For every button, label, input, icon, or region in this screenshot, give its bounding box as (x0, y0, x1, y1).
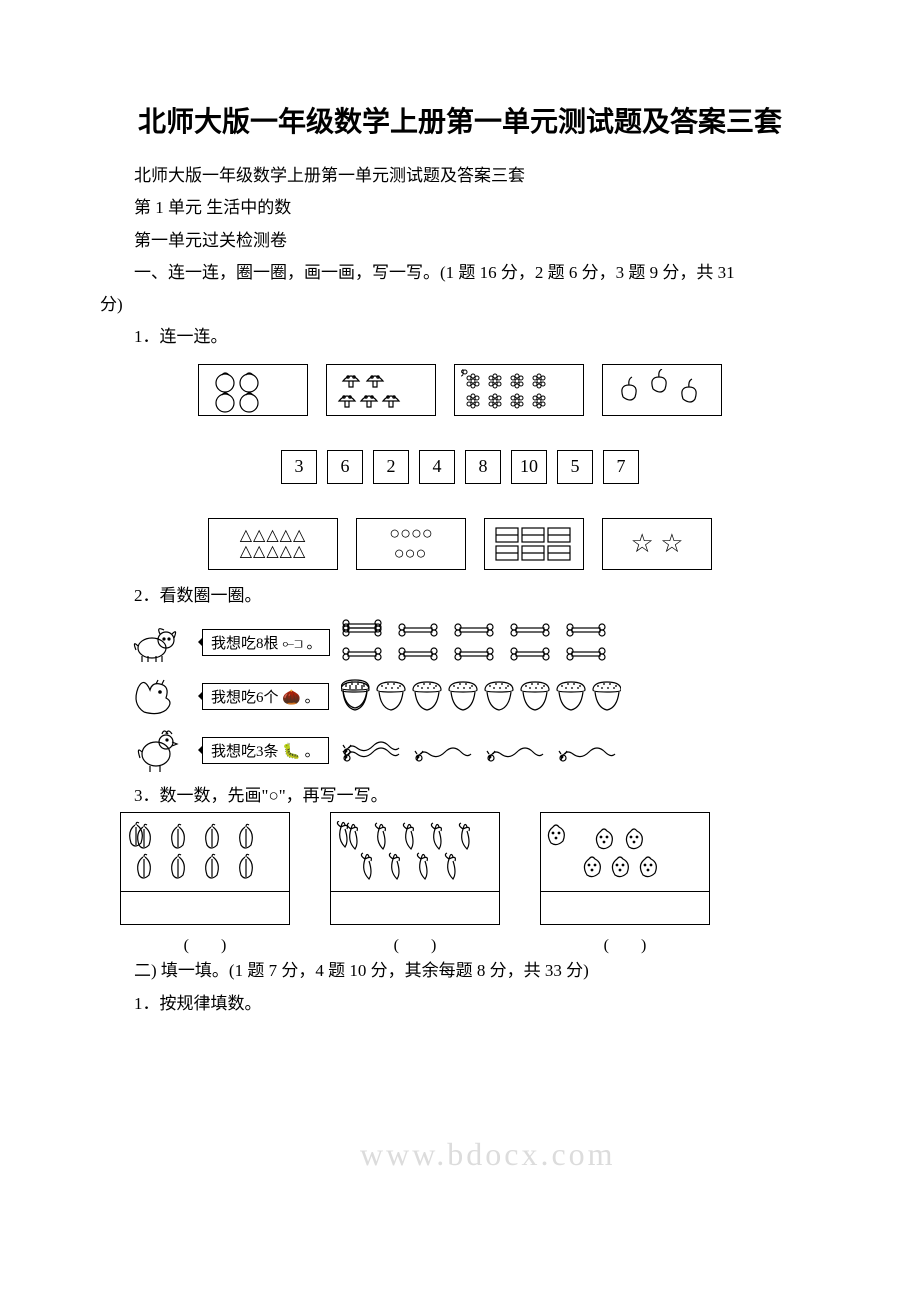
oranges-box (198, 364, 308, 416)
triangles-box: △△△△△△△△△△ (208, 518, 338, 570)
intro-3: 第一单元过关检测卷 (100, 225, 820, 257)
section-2: 二) 填一填。(1 题 7 分，4 题 10 分，其余每题 8 分，共 33 分… (100, 955, 820, 987)
q3-cell-2: ( ) (330, 812, 500, 955)
chicken-icon (130, 726, 190, 774)
q2-row-dog: 我想吃8根 ⟜⊐ 。 (130, 618, 820, 666)
q3-cell-3: ( ) (540, 812, 710, 955)
section-1: 一、连一连，圈一圈，画一画，写一写。(1 题 16 分，2 题 6 分，3 题 … (100, 257, 820, 289)
num-6: 6 (327, 450, 363, 484)
q1-pictures-top (100, 364, 820, 416)
bones (342, 619, 622, 665)
intro-2: 第 1 单元 生活中的数 (100, 192, 820, 224)
num-7: 7 (603, 450, 639, 484)
speech-dog: 我想吃8根 ⟜⊐ 。 (202, 629, 330, 656)
q3-row: ( ) ( ) ( ) (100, 812, 820, 955)
q2-row-chicken: 我想吃3条 🐛 。 (130, 726, 820, 774)
acorns (341, 676, 621, 716)
q1-pictures-bottom: △△△△△△△△△△ ○○○○ ○○○ ☆ ☆ (100, 518, 820, 570)
question-4: 1．按规律填数。 (100, 988, 820, 1020)
question-1: 1．连一连。 (100, 321, 820, 353)
q2-row-squirrel: 我想吃6个 🌰 。 (130, 672, 820, 720)
num-2: 2 (373, 450, 409, 484)
number-row: 3 6 2 4 8 10 5 7 (100, 450, 820, 484)
circles-box: ○○○○ ○○○ (356, 518, 466, 570)
squares-box (484, 518, 584, 570)
title: 北师大版一年级数学上册第一单元测试题及答案三套 (100, 100, 820, 140)
worms (341, 728, 621, 772)
num-3: 3 (281, 450, 317, 484)
intro-1: 北师大版一年级数学上册第一单元测试题及答案三套 (100, 160, 820, 192)
section-1b: 分) (100, 289, 820, 321)
speech-squirrel: 我想吃6个 🌰 。 (202, 683, 329, 710)
dog-icon (130, 618, 190, 666)
num-10: 10 (511, 450, 547, 484)
num-5: 5 (557, 450, 593, 484)
num-4: 4 (419, 450, 455, 484)
q3-cell-1: ( ) (120, 812, 290, 955)
squirrel-icon (130, 672, 190, 720)
watermark: www.bdocx.com (360, 1136, 616, 1173)
question-2: 2．看数圈一圈。 (100, 580, 820, 612)
speech-chicken: 我想吃3条 🐛 。 (202, 737, 329, 764)
apples-box (602, 364, 722, 416)
num-8: 8 (465, 450, 501, 484)
mushrooms-box (326, 364, 436, 416)
question-3: 3．数一数，先画"○"，再写一写。 (100, 780, 820, 812)
flowers-box (454, 364, 584, 416)
stars-box: ☆ ☆ (602, 518, 712, 570)
